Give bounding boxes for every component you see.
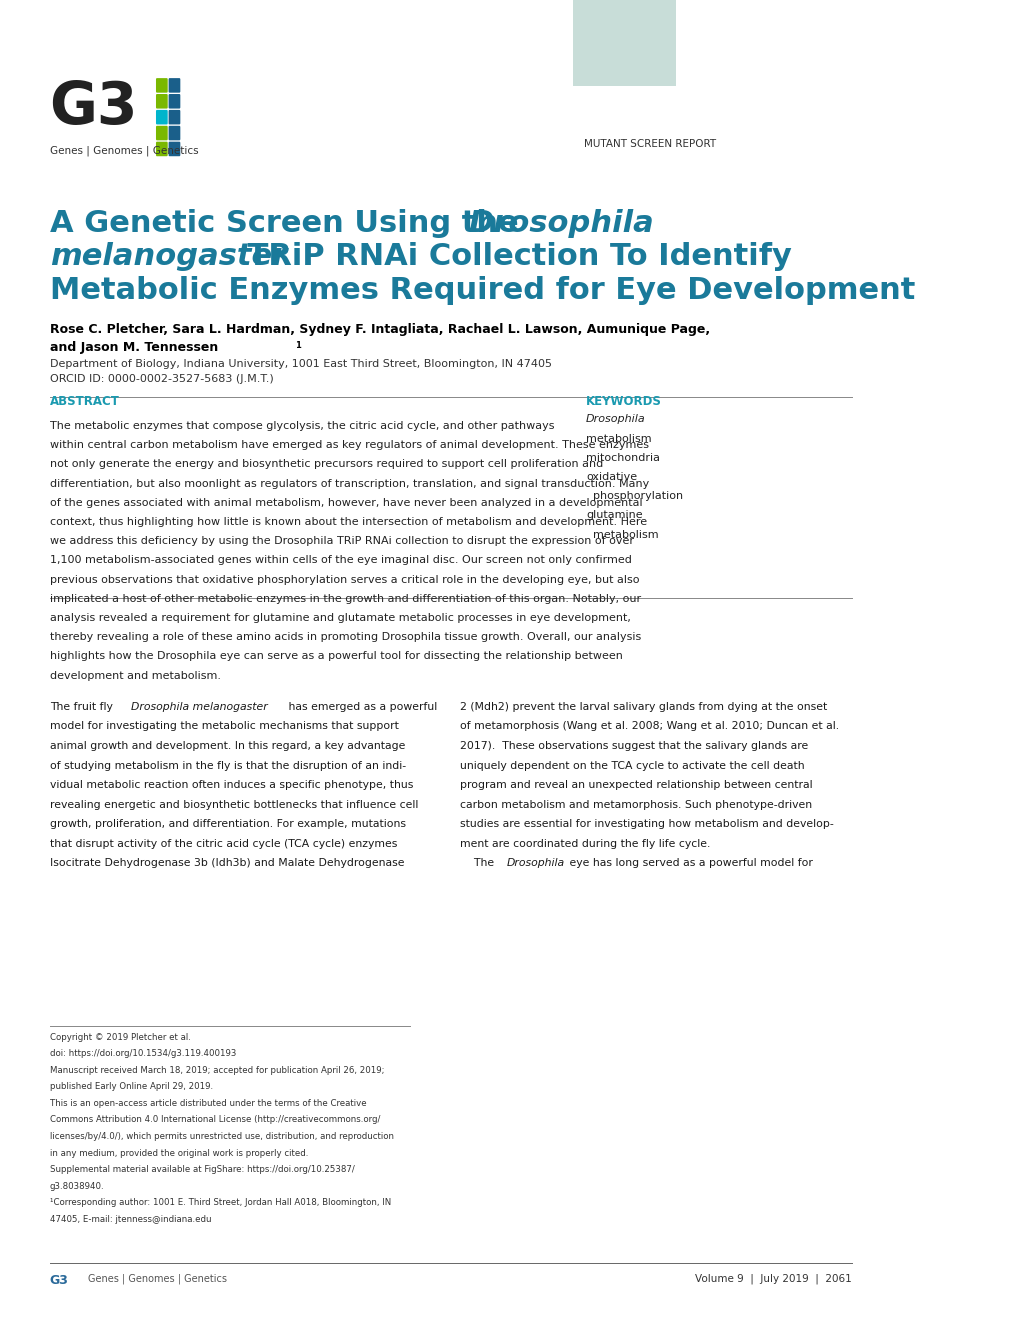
Text: Copyright © 2019 Pletcher et al.: Copyright © 2019 Pletcher et al. (50, 1033, 191, 1042)
Text: eye has long served as a powerful model for: eye has long served as a powerful model … (566, 858, 812, 869)
Text: previous observations that oxidative phosphorylation serves a critical role in t: previous observations that oxidative pho… (50, 575, 639, 585)
Text: Drosophila: Drosophila (586, 414, 645, 425)
Text: 1: 1 (294, 340, 301, 350)
Text: studies are essential for investigating how metabolism and develop-: studies are essential for investigating … (460, 820, 833, 829)
Text: 2 (Mdh2) prevent the larval salivary glands from dying at the onset: 2 (Mdh2) prevent the larval salivary gla… (460, 702, 826, 712)
Text: MUTANT SCREEN REPORT: MUTANT SCREEN REPORT (584, 139, 715, 150)
Text: G3: G3 (50, 1274, 68, 1287)
Text: Commons Attribution 4.0 International License (http://creativecommons.org/: Commons Attribution 4.0 International Li… (50, 1115, 380, 1124)
Text: program and reveal an unexpected relationship between central: program and reveal an unexpected relatio… (460, 780, 812, 790)
Text: Department of Biology, Indiana University, 1001 East Third Street, Bloomington, : Department of Biology, Indiana Universit… (50, 359, 551, 369)
Text: animal growth and development. In this regard, a key advantage: animal growth and development. In this r… (50, 741, 405, 751)
Text: that disrupt activity of the citric acid cycle (TCA cycle) enzymes: that disrupt activity of the citric acid… (50, 839, 396, 849)
FancyBboxPatch shape (156, 110, 167, 124)
Text: G3: G3 (50, 79, 138, 136)
Text: This is an open-access article distributed under the terms of the Creative: This is an open-access article distribut… (50, 1099, 366, 1108)
Text: glutamine: glutamine (586, 511, 642, 520)
Text: revealing energetic and biosynthetic bottlenecks that influence cell: revealing energetic and biosynthetic bot… (50, 800, 418, 810)
Text: highlights how the Drosophila eye can serve as a powerful tool for dissecting th: highlights how the Drosophila eye can se… (50, 651, 622, 662)
Text: implicated a host of other metabolic enzymes in the growth and differentiation o: implicated a host of other metabolic enz… (50, 593, 640, 604)
FancyBboxPatch shape (168, 142, 180, 156)
Text: 1,100 metabolism-associated genes within cells of the eye imaginal disc. Our scr: 1,100 metabolism-associated genes within… (50, 556, 631, 565)
Text: Genes | Genomes | Genetics: Genes | Genomes | Genetics (50, 146, 198, 156)
FancyBboxPatch shape (168, 94, 180, 109)
Text: published Early Online April 29, 2019.: published Early Online April 29, 2019. (50, 1083, 213, 1091)
Text: development and metabolism.: development and metabolism. (50, 670, 220, 681)
Text: Supplemental material available at FigShare: https://doi.org/10.25387/: Supplemental material available at FigSh… (50, 1165, 354, 1174)
Text: Volume 9  |  July 2019  |  2061: Volume 9 | July 2019 | 2061 (695, 1274, 851, 1284)
Text: Drosophila melanogaster: Drosophila melanogaster (130, 702, 267, 712)
Bar (572, 0, 676, 86)
Text: metabolism: metabolism (586, 434, 651, 444)
Text: Manuscript received March 18, 2019; accepted for publication April 26, 2019;: Manuscript received March 18, 2019; acce… (50, 1066, 384, 1075)
Text: metabolism: metabolism (586, 530, 658, 540)
FancyBboxPatch shape (156, 78, 167, 93)
Text: The metabolic enzymes that compose glycolysis, the citric acid cycle, and other : The metabolic enzymes that compose glyco… (50, 421, 553, 432)
Text: of the genes associated with animal metabolism, however, have never been analyze: of the genes associated with animal meta… (50, 498, 642, 508)
Text: TRiP RNAi Collection To Identify: TRiP RNAi Collection To Identify (236, 242, 791, 271)
Text: differentiation, but also moonlight as regulators of transcription, translation,: differentiation, but also moonlight as r… (50, 479, 648, 489)
Text: thereby revealing a role of these amino acids in promoting Drosophila tissue gro: thereby revealing a role of these amino … (50, 633, 640, 642)
Text: of studying metabolism in the fly is that the disruption of an indi-: of studying metabolism in the fly is tha… (50, 760, 406, 771)
Text: of metamorphosis (Wang et al. 2008; Wang et al. 2010; Duncan et al.: of metamorphosis (Wang et al. 2008; Wang… (460, 722, 839, 731)
Text: uniquely dependent on the TCA cycle to activate the cell death: uniquely dependent on the TCA cycle to a… (460, 760, 804, 771)
Text: doi: https://doi.org/10.1534/g3.119.400193: doi: https://doi.org/10.1534/g3.119.4001… (50, 1049, 235, 1058)
Text: mitochondria: mitochondria (586, 453, 659, 463)
Text: g3.8038940.: g3.8038940. (50, 1182, 104, 1190)
Text: melanogaster: melanogaster (50, 242, 286, 271)
Text: 2017).  These observations suggest that the salivary glands are: 2017). These observations suggest that t… (460, 741, 807, 751)
Text: Metabolic Enzymes Required for Eye Development: Metabolic Enzymes Required for Eye Devel… (50, 275, 914, 305)
FancyBboxPatch shape (168, 126, 180, 140)
Text: licenses/by/4.0/), which permits unrestricted use, distribution, and reproductio: licenses/by/4.0/), which permits unrestr… (50, 1132, 393, 1141)
Text: Drosophila: Drosophila (469, 209, 654, 238)
Text: context, thus highlighting how little is known about the intersection of metabol: context, thus highlighting how little is… (50, 518, 646, 527)
FancyBboxPatch shape (156, 142, 167, 156)
Text: A Genetic Screen Using the: A Genetic Screen Using the (50, 209, 528, 238)
FancyBboxPatch shape (156, 126, 167, 140)
Text: and Jason M. Tennessen: and Jason M. Tennessen (50, 340, 218, 354)
Text: phosphorylation: phosphorylation (586, 491, 683, 502)
Text: we address this deficiency by using the Drosophila TRiP RNAi collection to disru: we address this deficiency by using the … (50, 536, 633, 547)
Text: The: The (460, 858, 497, 869)
Text: growth, proliferation, and differentiation. For example, mutations: growth, proliferation, and differentiati… (50, 820, 406, 829)
Text: analysis revealed a requirement for glutamine and glutamate metabolic processes : analysis revealed a requirement for glut… (50, 613, 630, 624)
Text: ORCID ID: 0000-0002-3527-5683 (J.M.T.): ORCID ID: 0000-0002-3527-5683 (J.M.T.) (50, 373, 273, 384)
Text: model for investigating the metabolic mechanisms that support: model for investigating the metabolic me… (50, 722, 398, 731)
Text: within central carbon metabolism have emerged as key regulators of animal develo: within central carbon metabolism have em… (50, 440, 648, 450)
Text: not only generate the energy and biosynthetic precursors required to support cel: not only generate the energy and biosynt… (50, 459, 602, 470)
Text: Rose C. Pletcher, Sara L. Hardman, Sydney F. Intagliata, Rachael L. Lawson, Aumu: Rose C. Pletcher, Sara L. Hardman, Sydne… (50, 323, 709, 336)
Text: Isocitrate Dehydrogenase 3b (Idh3b) and Malate Dehydrogenase: Isocitrate Dehydrogenase 3b (Idh3b) and … (50, 858, 404, 869)
Text: oxidative: oxidative (586, 473, 637, 482)
Text: Drosophila: Drosophila (506, 858, 565, 869)
Text: in any medium, provided the original work is properly cited.: in any medium, provided the original wor… (50, 1149, 308, 1157)
FancyBboxPatch shape (168, 110, 180, 124)
Text: vidual metabolic reaction often induces a specific phenotype, thus: vidual metabolic reaction often induces … (50, 780, 413, 790)
FancyBboxPatch shape (156, 94, 167, 109)
Text: carbon metabolism and metamorphosis. Such phenotype-driven: carbon metabolism and metamorphosis. Suc… (460, 800, 811, 810)
Text: Genes | Genomes | Genetics: Genes | Genomes | Genetics (89, 1274, 227, 1284)
Text: The fruit fly: The fruit fly (50, 702, 116, 712)
Text: 47405, E-mail: jtenness@indiana.edu: 47405, E-mail: jtenness@indiana.edu (50, 1215, 211, 1223)
Text: ment are coordinated during the fly life cycle.: ment are coordinated during the fly life… (460, 839, 709, 849)
Text: has emerged as a powerful: has emerged as a powerful (284, 702, 437, 712)
Text: ABSTRACT: ABSTRACT (50, 395, 119, 408)
FancyBboxPatch shape (168, 78, 180, 93)
Text: ¹Corresponding author: 1001 E. Third Street, Jordan Hall A018, Bloomington, IN: ¹Corresponding author: 1001 E. Third Str… (50, 1198, 390, 1207)
Text: KEYWORDS: KEYWORDS (586, 395, 661, 408)
